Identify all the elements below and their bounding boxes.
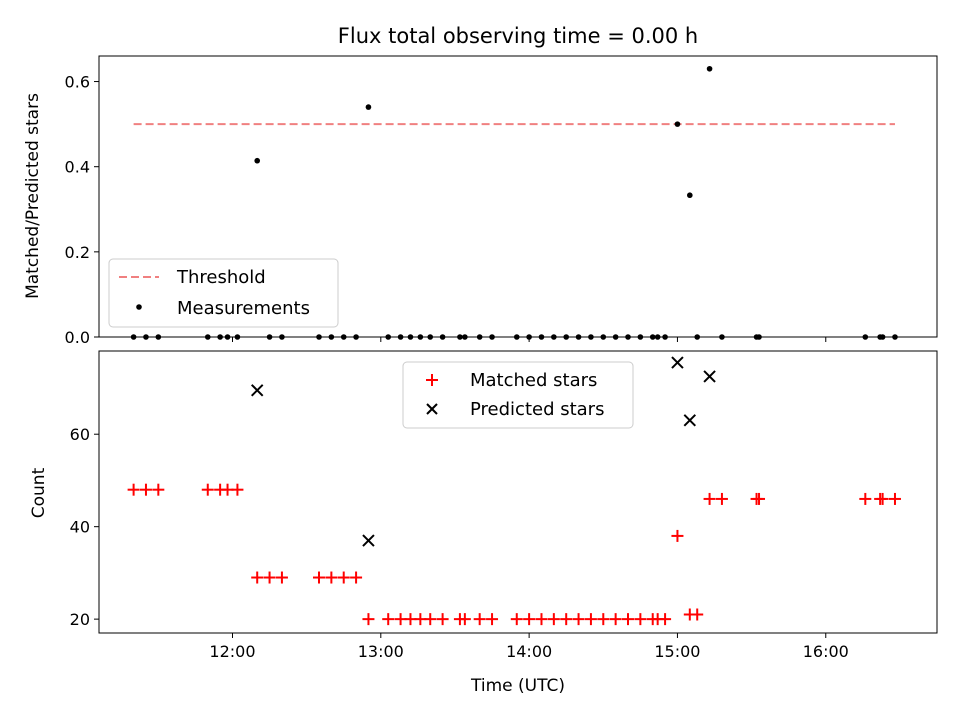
matched-star-point: [275, 571, 288, 584]
star-count-points: [127, 356, 901, 626]
matched-star-point: [715, 492, 728, 505]
matched-star-point: [313, 571, 326, 584]
bottom-count-panel: Count Time (UTC) 20 40 60 12:00 13:00 14:00 15…: [29, 350, 938, 696]
matched-star-point: [473, 613, 486, 626]
matched-star-point: [486, 613, 499, 626]
legend-threshold-label: Threshold: [176, 267, 266, 288]
bottom-x-tick-label: 13:00: [358, 642, 404, 661]
top-y-tick-label: 0.2: [65, 243, 90, 262]
matched-star-point: [859, 492, 872, 505]
matched-star-point: [127, 483, 140, 496]
matched-star-point: [888, 492, 901, 505]
top-legend-box: [108, 258, 339, 328]
matched-star-point: [350, 571, 363, 584]
matched-star-point: [231, 483, 244, 496]
matched-star-point: [325, 571, 338, 584]
matched-star-point: [458, 613, 471, 626]
matched-star-point: [584, 613, 597, 626]
bottom-y-tick-label: 40: [70, 518, 90, 537]
matched-star-point: [753, 492, 766, 505]
matched-star-point: [560, 613, 573, 626]
matched-star-point: [572, 613, 585, 626]
legend-matched-swatch: [426, 374, 438, 386]
matched-star-point: [139, 483, 152, 496]
predicted-star-point: [250, 384, 264, 397]
legend-predicted-label: Predicted stars: [470, 399, 604, 420]
legend-predicted-swatch: [426, 403, 438, 415]
matched-star-point: [876, 492, 889, 505]
matched-star-point: [251, 571, 264, 584]
bottom-y-axis-label: Count: [29, 467, 49, 518]
matched-star-point: [622, 613, 635, 626]
legend-measurements-swatch: [136, 304, 142, 310]
top-axis-ticks: 0.0 0.2 0.4 0.6: [65, 73, 827, 347]
matched-star-point: [523, 613, 536, 626]
matched-star-point: [201, 483, 214, 496]
top-y-tick-label: 0.6: [65, 73, 90, 92]
matched-star-point: [535, 613, 548, 626]
bottom-axis-ticks: 20 40 60 12:00 13:00 14:00 15:00 16:00: [70, 425, 849, 661]
top-y-axis-label: Matched/Predicted stars: [23, 93, 43, 299]
measurements-points: [130, 65, 898, 340]
top-ratio-panel: Flux total observing time = 0.00 h Match…: [23, 24, 938, 347]
predicted-star-point: [362, 534, 375, 547]
matched-star-point: [671, 529, 684, 542]
matched-star-point: [547, 613, 560, 626]
measurement-point: [687, 192, 693, 199]
matched-star-point: [382, 613, 395, 626]
measurement-point: [365, 104, 372, 110]
measurement-point: [706, 65, 713, 72]
matched-star-point: [597, 613, 610, 626]
predicted-star-point: [671, 356, 684, 369]
matched-star-point: [362, 613, 375, 626]
top-legend: Threshold Measurements: [108, 258, 339, 328]
bottom-y-tick-label: 20: [70, 610, 90, 629]
matched-star-point: [703, 492, 716, 505]
bottom-plot-frame: [98, 350, 938, 634]
matched-star-point: [510, 613, 523, 626]
predicted-star-point: [683, 414, 697, 427]
top-y-tick-label: 0.4: [65, 158, 90, 177]
bottom-x-tick-label: 12:00: [209, 642, 255, 661]
matched-star-point: [436, 613, 449, 626]
x-axis-label: Time (UTC): [470, 676, 565, 696]
matched-star-point: [659, 613, 672, 626]
bottom-x-tick-label: 16:00: [803, 642, 849, 661]
measurement-point: [254, 157, 261, 164]
legend-measurements-label: Measurements: [177, 298, 310, 319]
matched-star-point: [152, 483, 165, 496]
measurement-point: [674, 121, 681, 127]
matched-star-point: [424, 613, 437, 626]
predicted-star-point: [703, 370, 716, 383]
bottom-legend: Matched stars Predicted stars: [402, 361, 634, 429]
top-plot-frame: [98, 55, 938, 338]
top-y-tick-label: 0.0: [65, 328, 90, 347]
matched-star-point: [263, 571, 276, 584]
bottom-x-tick-label: 14:00: [506, 642, 552, 661]
bottom-x-tick-label: 15:00: [654, 642, 700, 661]
matched-star-point: [691, 608, 704, 621]
legend-matched-label: Matched stars: [470, 370, 597, 391]
bottom-y-tick-label: 60: [70, 425, 90, 444]
chart-title: Flux total observing time = 0.00 h: [338, 24, 698, 48]
matched-star-point: [337, 571, 350, 584]
matched-star-point: [609, 613, 622, 626]
bottom-legend-box: [402, 361, 634, 429]
matched-star-point: [634, 613, 647, 626]
